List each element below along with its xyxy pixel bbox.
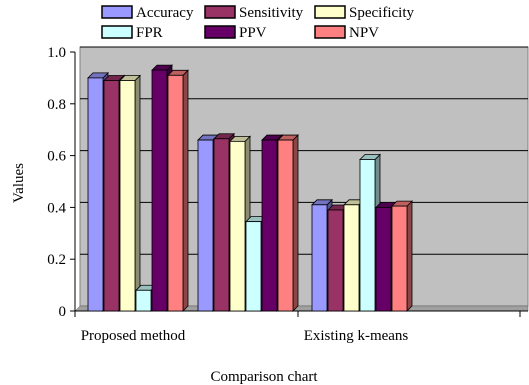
bar-side bbox=[406, 200, 413, 312]
bar-fpr bbox=[135, 289, 152, 312]
y-axis-title: Values bbox=[11, 163, 27, 203]
plot-area bbox=[79, 46, 529, 307]
legend-label: Specificity bbox=[349, 5, 414, 21]
bar-npv bbox=[167, 74, 184, 312]
y-tick-label: 0.2 bbox=[47, 252, 66, 268]
bar-side bbox=[134, 74, 141, 312]
bar-specificity bbox=[119, 80, 136, 312]
bar-side bbox=[182, 69, 189, 312]
legend-swatch bbox=[204, 25, 236, 39]
y-tick-label: 0.4 bbox=[47, 200, 66, 216]
bar-side bbox=[292, 134, 299, 312]
bar-sensitivity bbox=[213, 138, 230, 312]
bar-specificity bbox=[229, 140, 246, 312]
y-tick-label: 0.8 bbox=[47, 97, 66, 113]
legend-swatch bbox=[101, 25, 133, 39]
legend-swatch bbox=[101, 5, 133, 19]
bar-sensitivity bbox=[103, 80, 120, 312]
x-axis-title: Comparison chart bbox=[210, 369, 318, 385]
bar-specificity bbox=[343, 204, 360, 312]
bar-accuracy bbox=[311, 204, 328, 312]
bar-sensitivity bbox=[327, 209, 344, 312]
bar-ppv bbox=[375, 206, 392, 312]
bar-fpr bbox=[359, 159, 376, 312]
legend-label: Sensitivity bbox=[239, 5, 304, 21]
legend-label: NPV bbox=[349, 25, 379, 41]
x-tick-label: Existing k-means bbox=[304, 328, 409, 344]
legend-swatch bbox=[314, 25, 346, 39]
bar-accuracy bbox=[197, 139, 214, 312]
bar-ppv bbox=[151, 69, 168, 312]
legend-label: Accuracy bbox=[136, 5, 194, 21]
legend-label: FPR bbox=[136, 25, 163, 41]
bar-accuracy bbox=[87, 77, 104, 312]
bar-ppv bbox=[261, 139, 278, 312]
legend-swatch bbox=[314, 5, 346, 19]
bar-npv bbox=[391, 205, 408, 312]
x-tick-label: Proposed method bbox=[81, 328, 186, 344]
legend-label: PPV bbox=[239, 25, 267, 41]
y-tick-label: 0 bbox=[59, 304, 67, 320]
y-tick-label: 0.6 bbox=[47, 149, 66, 165]
bar-fpr bbox=[245, 221, 262, 312]
legend-swatch bbox=[204, 5, 236, 19]
y-tick-label: 1.0 bbox=[47, 45, 66, 61]
bar-npv bbox=[277, 139, 294, 312]
